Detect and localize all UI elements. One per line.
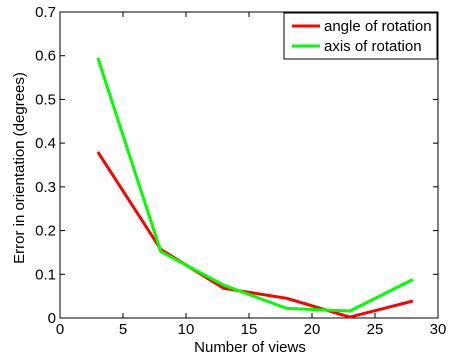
x-tick-label: 10: [178, 321, 195, 338]
y-tick-label: 0.4: [35, 135, 56, 152]
series-line-axis-of-rotation: [96, 57, 414, 313]
legend-label: angle of rotation: [324, 18, 432, 35]
x-tick-label: 0: [56, 321, 64, 338]
series-layer: [96, 57, 414, 319]
x-tick-label: 5: [119, 321, 127, 338]
series-line-angle-of-rotation: [96, 151, 414, 319]
axis-ticks: 0 5 10 15 20 25 30 0 0.1 0.2 0.3 0.4 0.5 0.6 0.7: [35, 4, 446, 338]
x-tick-label: 15: [241, 321, 258, 338]
legend-box: [283, 12, 438, 60]
legend-label: axis of rotation: [324, 38, 422, 55]
x-tick-label: 20: [304, 321, 321, 338]
x-axis-label: Number of views: [194, 339, 306, 356]
y-tick-label: 0.2: [35, 223, 56, 240]
y-tick-label: 0.6: [35, 48, 56, 65]
y-tick-label: 0: [48, 310, 56, 327]
y-tick-label: 0.5: [35, 91, 56, 108]
legend: angle of rotation axis of rotation: [283, 12, 438, 60]
x-tick-label: 25: [367, 321, 384, 338]
y-axis-label: Error in orientation (degrees): [11, 72, 28, 264]
y-tick-label: 0.1: [35, 266, 56, 283]
x-tick-label: 30: [430, 321, 447, 338]
y-tick-label: 0.7: [35, 4, 56, 21]
y-tick-label: 0.3: [35, 179, 56, 196]
